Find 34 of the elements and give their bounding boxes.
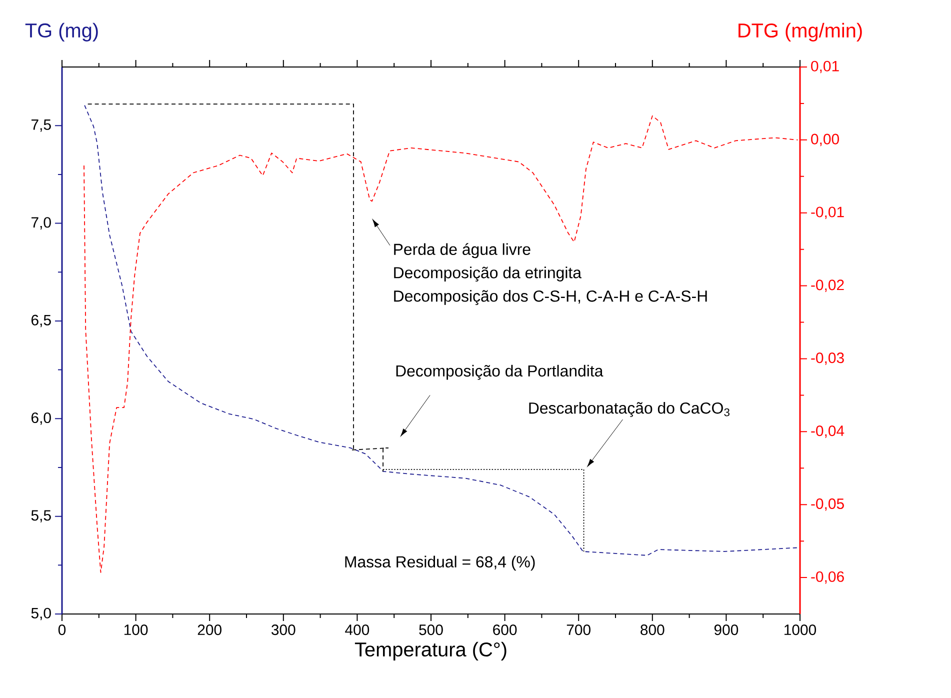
y-tick-label: 5,5 — [31, 510, 51, 522]
y2-tick-label: -0,03 — [811, 352, 844, 365]
x-tick-label: 600 — [493, 624, 517, 636]
x-tick-label: 100 — [124, 624, 148, 636]
x-tick-label: 300 — [272, 624, 296, 636]
y2-tick-label: -0,04 — [811, 425, 844, 438]
y2-axis-title: DTG (mg/min) — [738, 22, 862, 42]
x-axis-title: Temperatura (C°) — [354, 642, 506, 660]
annotation: Decomposição da Portlandita — [396, 364, 604, 380]
y-axis-title: TG (mg) — [25, 22, 98, 42]
y-tick-label: 6,0 — [32, 412, 51, 425]
annotation: Decomposição dos C-S-H, C-A-H e C-A-S-H — [394, 290, 707, 305]
x-tick-label: 1000 — [784, 624, 816, 636]
y2-tick-label: -0,02 — [811, 280, 844, 292]
y-tick-label: 7,0 — [32, 217, 51, 230]
x-tick-label: 800 — [640, 624, 664, 636]
y-tick-label: 7,5 — [32, 120, 51, 132]
y-tick-label: 6,5 — [32, 314, 51, 328]
x-tick-label: 200 — [198, 624, 222, 636]
y2-tick-label: 0,01 — [811, 60, 839, 74]
x-tick-label: 400 — [345, 624, 370, 636]
y2-tick-label: 0,00 — [811, 134, 839, 146]
annotation: Massa Residual = 68,4 (%) — [345, 556, 535, 571]
x-tick-label: 500 — [419, 624, 443, 636]
y2-tick-label: -0,05 — [811, 498, 844, 511]
x-tick-label: 0 — [58, 624, 66, 636]
annotation: Decomposição da etringita — [394, 266, 582, 282]
y2-tick-label: -0,06 — [811, 571, 844, 584]
annotation: Descarbonatação do CaCO$_{3}$ — [529, 402, 730, 417]
annotation: Perda de água livre — [394, 243, 530, 258]
y-tick-label: 5,0 — [31, 608, 51, 620]
y2-tick-label: -0,01 — [811, 206, 844, 220]
x-tick-label: 700 — [566, 624, 590, 636]
x-tick-label: 900 — [714, 624, 738, 636]
